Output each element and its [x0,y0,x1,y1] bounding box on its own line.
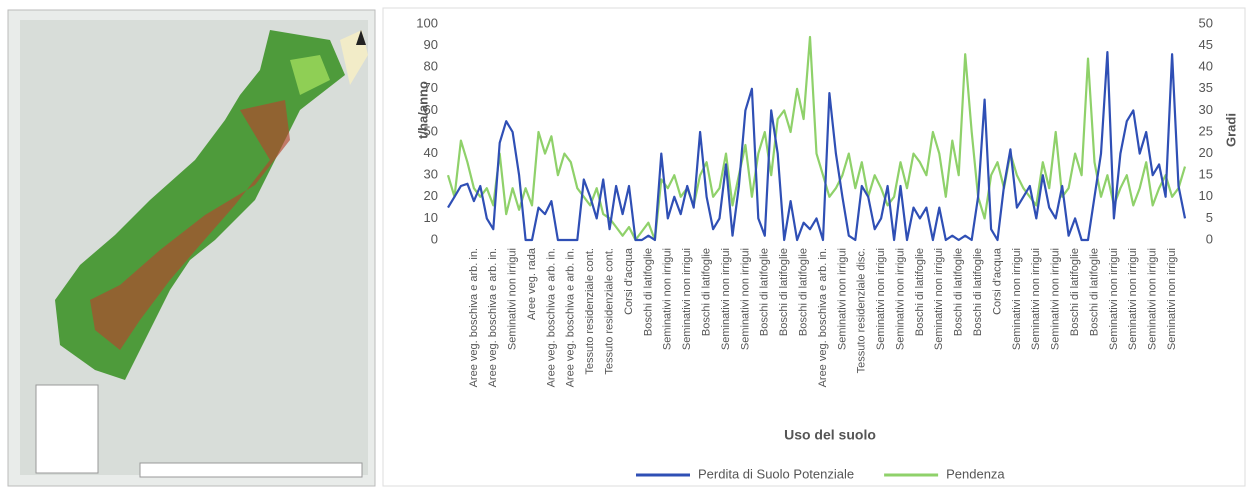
x-tick-label: Seminativi non irrigui [1030,248,1042,350]
y2-tick-label: 45 [1199,37,1213,52]
x-tick-label: Seminativi non irrigui [681,248,693,350]
x-tick-label: Tessuto residenziale disc. [856,248,868,373]
x-tick-label: Aree veg. rada [526,247,538,320]
x-tick-label: Boschi di latifoglie [1069,248,1081,336]
y2-tick-label: 30 [1199,102,1213,117]
x-tick-label: Aree veg. boschiva e arb. in. [545,248,557,387]
x-tick-label: Boschi di latifoglie [759,248,771,336]
x-tick-label: Aree veg. boschiva e arb. in. [468,248,480,387]
x-tick-label: Boschi di latifoglie [972,248,984,336]
x-tick-label: Seminativi non irrigui [739,248,751,350]
y2-tick-label: 35 [1199,80,1213,95]
x-tick-label: Seminativi non irrigui [894,248,906,350]
x-tick-label: Seminativi non irrigui [1050,248,1062,350]
x-tick-label: Seminativi non irrigui [1127,248,1139,350]
x-axis-title: Uso del suolo [784,427,876,443]
x-tick-label: Boschi di latifoglie [642,248,654,336]
x-tick-label: Boschi di latifoglie [797,248,809,336]
legend-label: Perdita di Suolo Potenziale [698,466,854,481]
y-tick-label: 60 [424,102,438,117]
x-tick-label: Seminativi non irrigui [836,248,848,350]
x-tick-label: Seminativi non irrigui [662,248,674,350]
x-tick-label: Seminativi non irrigui [507,248,519,350]
x-tick-label: Boschi di latifoglie [701,248,713,336]
x-tick-label: Aree veg. boschiva e arb. in. [487,248,499,387]
x-tick-label: Boschi di latifoglie [953,248,965,336]
y-tick-label: 20 [424,188,438,203]
x-tick-label: Corsi d'acqua [991,247,1003,315]
x-tick-label: Tessuto residenziale cont. [604,248,616,375]
legend-label: Pendenza [946,466,1005,481]
x-tick-label: Corsi d'acqua [623,247,635,315]
x-tick-label: Seminativi non irrigui [1166,248,1178,350]
x-tick-label: Aree veg. boschiva e arb. in. [565,248,577,387]
x-tick-label: Seminativi non irrigui [1147,248,1159,350]
y2-tick-label: 15 [1199,167,1213,182]
y2-tick-label: 5 [1206,210,1213,225]
y2-tick-label: 40 [1199,59,1213,74]
y2-tick-label: 0 [1206,231,1213,246]
chart-frame [383,8,1245,486]
x-tick-label: Boschi di latifoglie [1088,248,1100,336]
y2-tick-label: 10 [1199,188,1213,203]
map-scale [140,463,362,477]
y2-tick-label: 50 [1199,15,1213,30]
page: {"chart_data": {"type": "line", "x_label… [0,0,1248,489]
y-tick-label: 90 [424,37,438,52]
y-tick-label: 70 [424,80,438,95]
y2-tick-label: 20 [1199,145,1213,160]
x-tick-label: Aree veg. boschiva e arb. in. [817,248,829,387]
map-legend [36,385,98,473]
y-tick-label: 0 [431,231,438,246]
figure: Uso del suolo t/ha/anno Gradi 0102030405… [0,0,1248,489]
x-tick-label: Seminativi non irrigui [720,248,732,350]
y-tick-label: 40 [424,145,438,160]
x-tick-label: Tessuto residenziale cont. [584,248,596,375]
y-tick-label: 10 [424,210,438,225]
map-image [8,10,375,486]
x-tick-label: Seminativi non irrigui [1108,248,1120,350]
y-tick-label: 100 [416,15,438,30]
x-tick-label: Boschi di latifoglie [914,248,926,336]
x-tick-label: Seminativi non irrigui [1011,248,1023,350]
x-tick-label: Seminativi non irrigui [933,248,945,350]
y2-axis-title: Gradi [1223,113,1238,147]
x-tick-label: Boschi di latifoglie [778,248,790,336]
y-tick-label: 80 [424,59,438,74]
x-tick-label: Seminativi non irrigui [875,248,887,350]
y2-tick-label: 25 [1199,123,1213,138]
y-tick-label: 50 [424,123,438,138]
y-tick-label: 30 [424,167,438,182]
